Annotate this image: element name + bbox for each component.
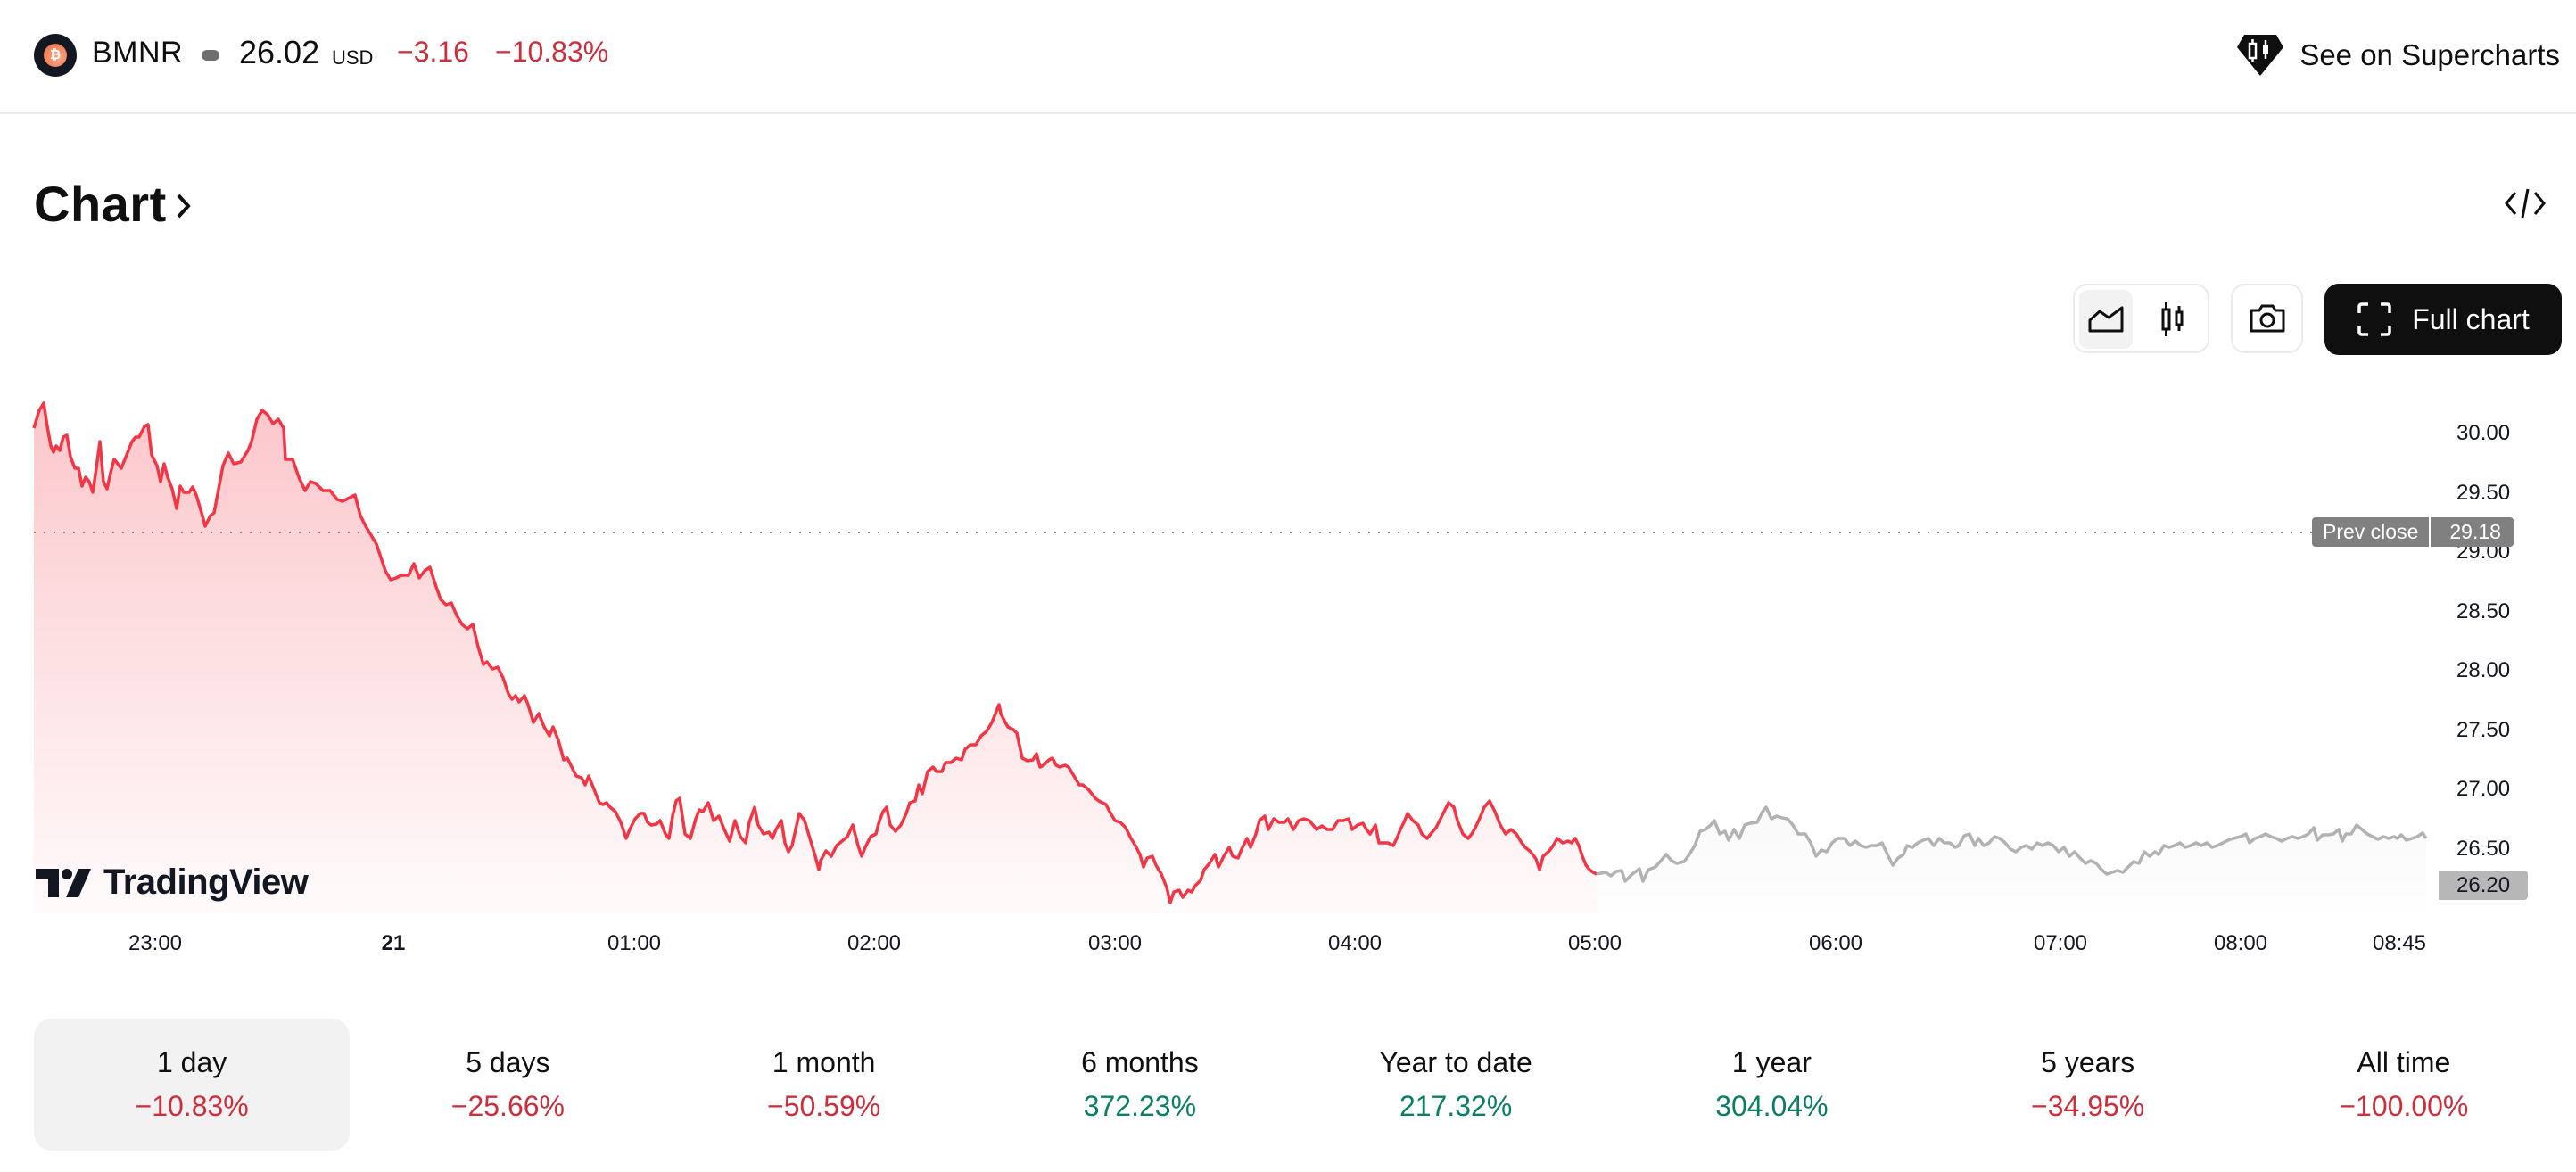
extended-session-line: [1596, 805, 2428, 883]
x-axis-tick: 23:00: [128, 931, 183, 955]
x-axis-tick: 04:00: [1327, 931, 1383, 955]
period-1-day[interactable]: 1 day −10.83%: [34, 1019, 351, 1151]
price-chart-canvas[interactable]: [0, 384, 2576, 919]
snapshot-button[interactable]: [2231, 284, 2303, 353]
period-all-time[interactable]: All time −100.00%: [2246, 1019, 2562, 1151]
x-axis-tick: 03:00: [1087, 931, 1143, 955]
code-embed-icon: [2505, 188, 2546, 219]
x-axis-tick: 08:00: [2213, 931, 2268, 955]
y-axis-tick: 28.00: [2456, 658, 2511, 682]
y-axis-tick: 28.50: [2456, 599, 2511, 623]
period-year-to-date[interactable]: Year to date 217.32%: [1298, 1019, 1614, 1151]
last-price: 26.02: [239, 34, 320, 70]
symbol-logo: ₿: [34, 34, 77, 77]
x-axis-tick: 06:00: [1808, 931, 1863, 955]
supercharts-gem-icon: [2237, 35, 2284, 76]
chevron-right-icon: [177, 194, 191, 218]
y-axis-tick: 30.00: [2456, 421, 2511, 445]
supercharts-label: See on Supercharts: [2299, 38, 2560, 71]
area-chart-icon: [2088, 306, 2124, 333]
camera-icon: [2250, 304, 2284, 333]
full-chart-label: Full chart: [2412, 302, 2530, 335]
period-5-days[interactable]: 5 days −25.66%: [350, 1019, 665, 1151]
period-label: 5 days: [466, 1046, 550, 1078]
price-change-percent: −10.83%: [495, 36, 609, 68]
x-axis-tick: 08:45: [2372, 931, 2427, 955]
period-selector: 1 day −10.83% 5 days −25.66% 1 month −50…: [34, 1019, 2562, 1151]
tradingview-wordmark: TradingView: [103, 862, 309, 902]
period-label: 1 month: [772, 1046, 876, 1078]
period-label: 1 day: [156, 1046, 227, 1078]
candlestick-icon: [2161, 302, 2184, 336]
prev-close-value: 29.18: [2431, 517, 2514, 547]
x-axis-tick: 07:00: [2033, 931, 2088, 955]
bitcoin-icon: ₿: [44, 44, 67, 67]
y-axis-tick: 29.50: [2456, 481, 2511, 505]
candles-chart-style-button[interactable]: [2146, 290, 2200, 349]
period-1-year[interactable]: 1 year 304.04%: [1614, 1019, 1929, 1151]
chart-section-title-link[interactable]: Chart: [34, 175, 194, 233]
prev-close-badge: Prev close 29.18: [2312, 517, 2514, 547]
period-change: −50.59%: [767, 1090, 881, 1122]
period-change: −25.66%: [450, 1090, 565, 1122]
period-6-months[interactable]: 6 months 372.23%: [982, 1019, 1298, 1151]
see-on-supercharts-link[interactable]: See on Supercharts: [2237, 32, 2560, 78]
full-chart-button[interactable]: Full chart: [2324, 284, 2562, 355]
x-axis-tick: 05:00: [1567, 931, 1622, 955]
price-currency: USD: [332, 46, 374, 69]
period-change: 217.32%: [1399, 1090, 1513, 1122]
extended-session-area: [1597, 807, 2426, 913]
period-label: Year to date: [1379, 1046, 1532, 1078]
y-axis-tick: 27.00: [2456, 777, 2511, 801]
x-axis-tick: 21: [381, 931, 406, 955]
embed-code-button[interactable]: [2503, 186, 2547, 221]
regular-session-line: [32, 401, 1598, 904]
tradingview-watermark[interactable]: TradingView: [36, 862, 309, 903]
y-axis-tick: 27.50: [2456, 718, 2511, 742]
period-label: All time: [2357, 1046, 2451, 1078]
chart-title: Chart: [34, 176, 167, 232]
symbol-header: ₿ BMNR 26.02 USD −3.16 −10.83% See on Su…: [0, 0, 2576, 114]
period-change: −10.83%: [135, 1090, 249, 1122]
period-label: 5 years: [2041, 1046, 2135, 1078]
market-status-indicator: [202, 50, 219, 61]
area-chart-style-button[interactable]: [2079, 290, 2133, 349]
prev-close-label: Prev close: [2312, 517, 2430, 547]
y-axis-tick: 26.50: [2456, 837, 2511, 861]
period-label: 1 year: [1731, 1046, 1812, 1078]
period-label: 6 months: [1081, 1046, 1199, 1078]
period-change: −100.00%: [2339, 1090, 2469, 1122]
symbol-ticker: BMNR: [92, 36, 184, 70]
chart-style-toggle: [2073, 284, 2209, 353]
period-change: 372.23%: [1083, 1090, 1197, 1122]
x-axis-tick: 02:00: [846, 931, 902, 955]
period-5-years[interactable]: 5 years −34.95%: [1930, 1019, 2246, 1151]
period-change: −34.95%: [2031, 1090, 2145, 1122]
last-price-badge: 26.20: [2439, 871, 2528, 900]
tradingview-logo-icon: [36, 868, 91, 897]
period-1-month[interactable]: 1 month −50.59%: [666, 1019, 982, 1151]
x-axis-tick: 01:00: [607, 931, 662, 955]
fullscreen-icon: [2357, 302, 2391, 336]
price-change: −3.16: [397, 36, 469, 68]
period-change: 304.04%: [1715, 1090, 1829, 1122]
regular-session-area: [34, 403, 1597, 913]
